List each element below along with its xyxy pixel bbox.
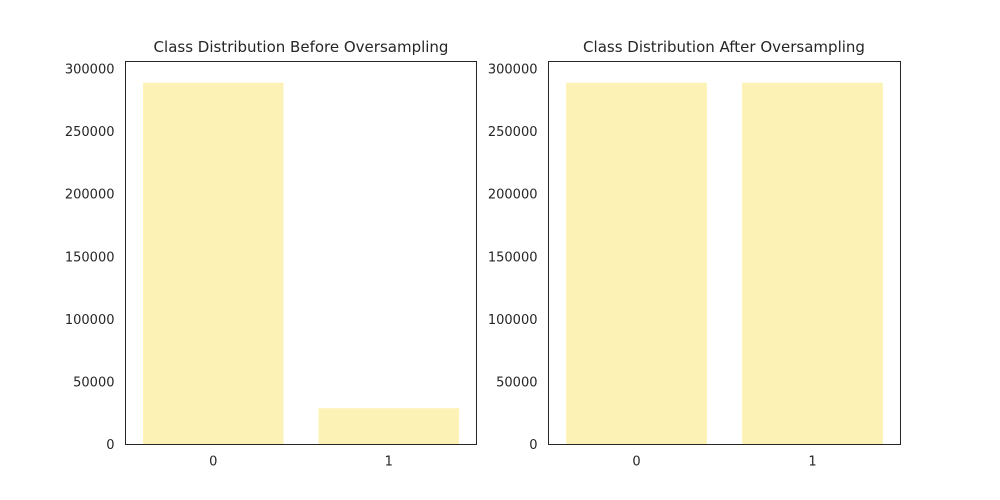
chart-after-oversampling: Class Distribution After Oversampling 0 5… [488, 38, 901, 470]
y-axis-ticks: 0 50000 100000 150000 200000 250000 300000 [65, 63, 115, 453]
bars-group [566, 82, 883, 445]
y-tick-label: 300000 [65, 63, 115, 78]
y-tick-label: 0 [106, 438, 114, 453]
x-tick-label: 1 [385, 455, 393, 470]
y-tick-label: 200000 [488, 188, 538, 203]
plot-frame [548, 61, 901, 445]
y-tick-label: 0 [529, 438, 537, 453]
y-tick-label: 300000 [488, 63, 538, 78]
chart-title: Class Distribution Before Oversampling [154, 38, 449, 56]
bar-class-0 [143, 82, 284, 445]
bars-group [143, 82, 459, 445]
chart-title: Class Distribution After Oversampling [583, 38, 865, 56]
x-tick-label: 0 [209, 455, 217, 470]
y-tick-label: 50000 [73, 375, 114, 390]
y-tick-label: 150000 [488, 250, 538, 265]
y-tick-label: 250000 [65, 125, 115, 140]
y-axis-ticks: 0 50000 100000 150000 200000 250000 300000 [488, 63, 538, 453]
y-tick-label: 100000 [488, 313, 538, 328]
plot-frame [125, 61, 477, 445]
bar-class-1 [318, 408, 459, 445]
x-tick-label: 1 [808, 455, 816, 470]
chart-before-oversampling: Class Distribution Before Oversampling 0… [65, 38, 477, 470]
y-tick-label: 200000 [65, 188, 115, 203]
y-tick-label: 150000 [65, 250, 115, 265]
y-tick-label: 100000 [65, 313, 115, 328]
bar-class-0 [566, 82, 707, 445]
y-tick-label: 250000 [488, 125, 538, 140]
bar-class-1 [742, 82, 883, 445]
x-tick-label: 0 [632, 455, 640, 470]
y-tick-label: 50000 [496, 375, 537, 390]
